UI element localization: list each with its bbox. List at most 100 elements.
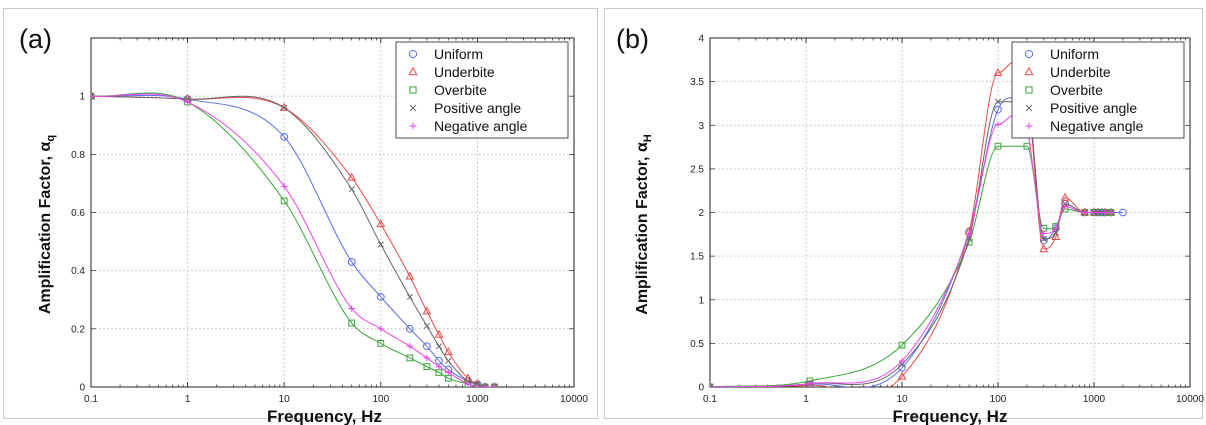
legend-label: Negative angle bbox=[434, 118, 528, 134]
data-point-negative-angle bbox=[445, 369, 452, 376]
data-point-positive-angle bbox=[435, 343, 443, 350]
x-tick-label: 100 bbox=[372, 394, 389, 405]
data-point-underbite bbox=[443, 347, 453, 356]
legend-label: Underbite bbox=[1050, 64, 1111, 80]
series-group bbox=[91, 91, 499, 387]
series-negative-angle bbox=[710, 113, 1115, 387]
data-point-positive-angle bbox=[281, 104, 288, 111]
y-axis-label: Amplification Factor, αH bbox=[634, 134, 654, 315]
data-point-underbite bbox=[993, 67, 1003, 76]
data-point-overbite bbox=[423, 363, 431, 371]
y-tick-label: 0 bbox=[79, 383, 85, 394]
x-tick-label: 10 bbox=[896, 394, 908, 405]
data-point-positive-angle bbox=[481, 383, 489, 387]
data-point-negative-angle bbox=[474, 383, 481, 387]
y-tick-label: 0.8 bbox=[71, 150, 85, 161]
series-negative-angle bbox=[91, 92, 498, 387]
legend-item-underbite: Underbite bbox=[408, 64, 495, 80]
data-point-negative-angle bbox=[280, 183, 288, 190]
data-point-positive-angle bbox=[91, 93, 95, 100]
data-point-underbite bbox=[1039, 244, 1049, 253]
legend-label: Positive angle bbox=[1050, 100, 1137, 116]
legend-marker bbox=[409, 122, 417, 130]
x-tick-label: 1000 bbox=[1083, 394, 1106, 405]
data-point-overbite bbox=[898, 341, 906, 349]
chart-b: 0.1 1 10 100 1000 10000 0 0.5 1 1.5 2 2.5 3 3.5 4 Frequ… bbox=[616, 24, 1204, 425]
legend-item-underbite: Underbite bbox=[1024, 64, 1111, 80]
legend-marker bbox=[1025, 104, 1033, 112]
data-point-negative-angle bbox=[1081, 209, 1088, 216]
legend-marker bbox=[1024, 49, 1034, 59]
y-tick-label: 0.2 bbox=[71, 324, 85, 335]
legend-label: Positive angle bbox=[434, 100, 521, 116]
data-point-uniform bbox=[994, 105, 1002, 114]
legend-marker bbox=[409, 86, 417, 94]
y-axis-label-subscript: H bbox=[642, 134, 654, 142]
data-point-overbite bbox=[348, 319, 356, 327]
data-point-underbite bbox=[434, 329, 444, 338]
data-point-uniform bbox=[280, 132, 289, 141]
y-tick-label: 4 bbox=[698, 34, 704, 45]
y-tick-label: 1.5 bbox=[690, 252, 704, 263]
y-axis-label: Amplification Factor, αq bbox=[37, 135, 57, 314]
y-tick-label: 0.4 bbox=[71, 266, 85, 277]
legend: Uniform Underbite Overbite Positive angle Ne… bbox=[395, 41, 569, 139]
data-point-underbite bbox=[422, 306, 432, 315]
legend-marker bbox=[1025, 86, 1033, 94]
panel-label: (b) bbox=[616, 24, 649, 54]
axes-frame bbox=[709, 37, 1191, 388]
y-tick-label: 0.5 bbox=[690, 339, 704, 350]
data-point-uniform bbox=[376, 292, 385, 301]
data-point-negative-angle bbox=[91, 92, 95, 100]
data-point-underbite bbox=[806, 380, 814, 387]
x-axis-label: Frequency, Hz bbox=[893, 407, 1008, 425]
data-point-positive-angle bbox=[406, 293, 413, 300]
data-point-uniform bbox=[1118, 208, 1127, 217]
series-group bbox=[710, 61, 1127, 387]
data-point-negative-angle bbox=[464, 380, 472, 387]
data-point-underbite bbox=[91, 91, 96, 100]
y-tick-label: 3 bbox=[698, 121, 704, 132]
legend-label: Negative angle bbox=[1050, 118, 1144, 134]
legend-item-overbite: Overbite bbox=[409, 82, 487, 98]
legend-marker bbox=[408, 66, 418, 76]
data-point-negative-angle bbox=[377, 325, 385, 333]
legend-item-negative-angle: Negative angle bbox=[1025, 118, 1144, 134]
data-point-positive-angle bbox=[710, 383, 714, 387]
data-point-overbite bbox=[377, 339, 385, 347]
data-point-negative-angle bbox=[965, 231, 973, 238]
x-tick-label: 10 bbox=[279, 394, 291, 405]
legend-marker bbox=[1024, 66, 1034, 76]
x-tick-label: 100 bbox=[990, 394, 1007, 405]
data-point-negative-angle bbox=[1061, 203, 1069, 210]
legend-label: Overbite bbox=[434, 82, 487, 98]
legend-label: Uniform bbox=[434, 46, 483, 62]
legend-box bbox=[395, 41, 569, 139]
y-axis-label-subscript: q bbox=[45, 135, 57, 142]
chart-a: 0.1 1 10 100 1000 10000 0 0.2 0.4 0.6 0.8 1 Frequenc… bbox=[19, 24, 588, 425]
data-point-negative-angle bbox=[806, 380, 814, 387]
y-tick-label: 1 bbox=[698, 295, 704, 306]
x-tick-label: 10000 bbox=[560, 394, 588, 405]
x-tick-label: 0.1 bbox=[703, 394, 717, 405]
data-point-negative-angle bbox=[481, 383, 489, 387]
data-point-overbite bbox=[406, 354, 414, 362]
data-point-underbite bbox=[897, 371, 907, 380]
data-point-negative-angle bbox=[898, 357, 906, 365]
legend-label: Uniform bbox=[1050, 46, 1099, 62]
legend-item-overbite: Overbite bbox=[1025, 82, 1103, 98]
x-tick-label: 1 bbox=[803, 394, 809, 405]
panel-frame-b bbox=[604, 8, 1203, 419]
legend-item-positive-angle: Positive angle bbox=[1025, 100, 1137, 116]
data-point-negative-angle bbox=[1107, 209, 1115, 216]
data-point-uniform bbox=[1039, 236, 1048, 245]
data-point-negative-angle bbox=[491, 383, 498, 387]
data-point-negative-angle bbox=[1040, 230, 1048, 237]
data-point-underbite bbox=[491, 382, 498, 387]
data-point-negative-angle bbox=[423, 354, 431, 362]
legend: Uniform Underbite Overbite Positive angle Ne… bbox=[1011, 41, 1185, 139]
legend-box bbox=[1011, 41, 1185, 139]
legend-label: Overbite bbox=[1050, 82, 1103, 98]
data-point-negative-angle bbox=[184, 98, 191, 106]
